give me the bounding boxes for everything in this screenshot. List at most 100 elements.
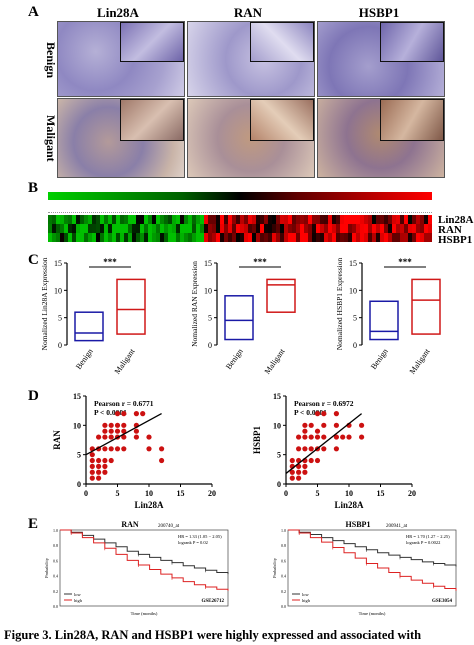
heatmap-cell — [268, 233, 272, 242]
y-axis-label: Nomalized RAN Expression — [190, 261, 199, 347]
logrank-p: logrank P = 0.0022 — [406, 540, 440, 545]
heatmap-cell — [176, 224, 180, 233]
heatmap-cell — [140, 215, 144, 224]
heatmap-cell — [428, 215, 432, 224]
heatmap-cell — [376, 215, 380, 224]
heatmap-cell — [284, 215, 288, 224]
ihc-inset — [250, 22, 314, 62]
heatmap-cell — [244, 233, 248, 242]
heatmap-cell — [384, 215, 388, 224]
heatmap-cell — [340, 233, 344, 242]
heatmap-cell — [336, 215, 340, 224]
scatter-point — [133, 428, 139, 434]
heatmap-cell — [264, 224, 268, 233]
row-label-benign: Benign — [44, 42, 58, 79]
heatmap-gene-lin28a: Lin28A — [438, 214, 474, 226]
heatmap-cell — [300, 233, 304, 242]
heatmap-cell — [308, 215, 312, 224]
heatmap-cell — [88, 215, 92, 224]
heatmap-cell — [408, 215, 412, 224]
heatmap-cell — [160, 233, 164, 242]
scatter-point — [133, 434, 139, 440]
heatmap-cell — [140, 233, 144, 242]
heatmap-cell — [148, 233, 152, 242]
heatmap-cell — [372, 215, 376, 224]
heatmap-cell — [348, 215, 352, 224]
heatmap-cell — [280, 233, 284, 242]
heatmap-cell — [48, 215, 52, 224]
heatmap-cell — [80, 224, 84, 233]
heatmap-cell — [88, 224, 92, 233]
scatter-ran-lin28a: 0 5 10 15 0 5 10 15 20 Lin28A RAN Pearson r = 0.677… — [52, 392, 216, 510]
pearson-r: Pearson r = 0.6972 — [294, 399, 354, 408]
x-tick-label: 10 — [345, 489, 353, 498]
heatmap-cell — [188, 224, 192, 233]
heatmap-cell — [356, 215, 360, 224]
heatmap-cell — [196, 233, 200, 242]
heatmap-cell — [100, 233, 104, 242]
heatmap-cell — [332, 233, 336, 242]
heatmap-cell — [232, 215, 236, 224]
heatmap-cell — [184, 224, 188, 233]
heatmap-cell — [280, 224, 284, 233]
scatter-point — [289, 475, 295, 481]
heatmap-cell — [112, 215, 116, 224]
heatmap-cell — [180, 233, 184, 242]
heatmap-cell — [232, 233, 236, 242]
scatter-point — [308, 457, 314, 464]
km-probe: 200941_at — [386, 524, 408, 529]
heatmap-cell — [288, 233, 292, 242]
scatter-point — [289, 469, 295, 475]
heatmap-cell — [308, 224, 312, 233]
heatmap-cell — [144, 224, 148, 233]
heatmap-cell — [132, 233, 136, 242]
heatmap-cell — [68, 233, 72, 242]
heatmap-cell — [92, 215, 96, 224]
heatmap-cell — [112, 233, 116, 242]
heatmap-cell — [104, 215, 108, 224]
y-tick-label: 0 — [77, 480, 81, 489]
heatmap-cell — [168, 215, 172, 224]
ihc-inset — [120, 22, 184, 62]
heatmap-cell — [136, 224, 140, 233]
heatmap-cell — [412, 215, 416, 224]
y-axis-label: HSBP1 — [252, 426, 262, 455]
x-axis-label: Lin28A — [134, 500, 164, 510]
heatmap-cell — [352, 224, 356, 233]
y-tick-label: 15 — [273, 392, 281, 401]
heatmap-cell — [164, 224, 168, 233]
legend-label: low — [302, 592, 310, 597]
heatmap-cell — [404, 233, 408, 242]
x-tick-label: Maligant — [408, 346, 432, 375]
heatmap-cell — [256, 215, 260, 224]
heatmap-cell — [240, 233, 244, 242]
heatmap-cell — [84, 224, 88, 233]
heatmap-cell — [312, 224, 316, 233]
heatmap-cell — [352, 215, 356, 224]
heatmap-cell — [260, 224, 264, 233]
heatmap-cell — [284, 233, 288, 242]
scatter-point — [289, 457, 295, 464]
x-tick-label: Maligant — [113, 346, 137, 375]
heatmap-cell — [416, 233, 420, 242]
heatmap-cell — [104, 224, 108, 233]
heatmap-cell — [304, 233, 308, 242]
panel-b-letter: B — [28, 180, 39, 196]
heatmap-cell — [364, 224, 368, 233]
x-tick-label: Benign — [369, 347, 390, 371]
scatter-point — [89, 475, 95, 481]
y-tick-label: 0 — [58, 341, 62, 350]
heatmap-cell — [412, 224, 416, 233]
heatmap-cell — [280, 215, 284, 224]
heatmap-cell — [272, 233, 276, 242]
heatmap-cell — [312, 215, 316, 224]
heatmap-cell — [396, 224, 400, 233]
heatmap-cell — [236, 215, 240, 224]
ihc-benign-ran — [187, 21, 315, 97]
ihc-inset — [120, 99, 184, 141]
heatmap-cell — [388, 224, 392, 233]
heatmap-cell — [392, 233, 396, 242]
heatmap-cell — [132, 215, 136, 224]
heatmap-cell — [252, 224, 256, 233]
heatmap-cell — [248, 233, 252, 242]
